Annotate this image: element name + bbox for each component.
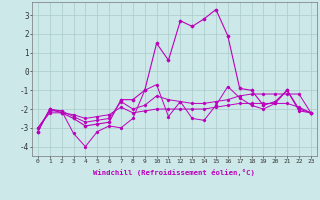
- X-axis label: Windchill (Refroidissement éolien,°C): Windchill (Refroidissement éolien,°C): [93, 169, 255, 176]
